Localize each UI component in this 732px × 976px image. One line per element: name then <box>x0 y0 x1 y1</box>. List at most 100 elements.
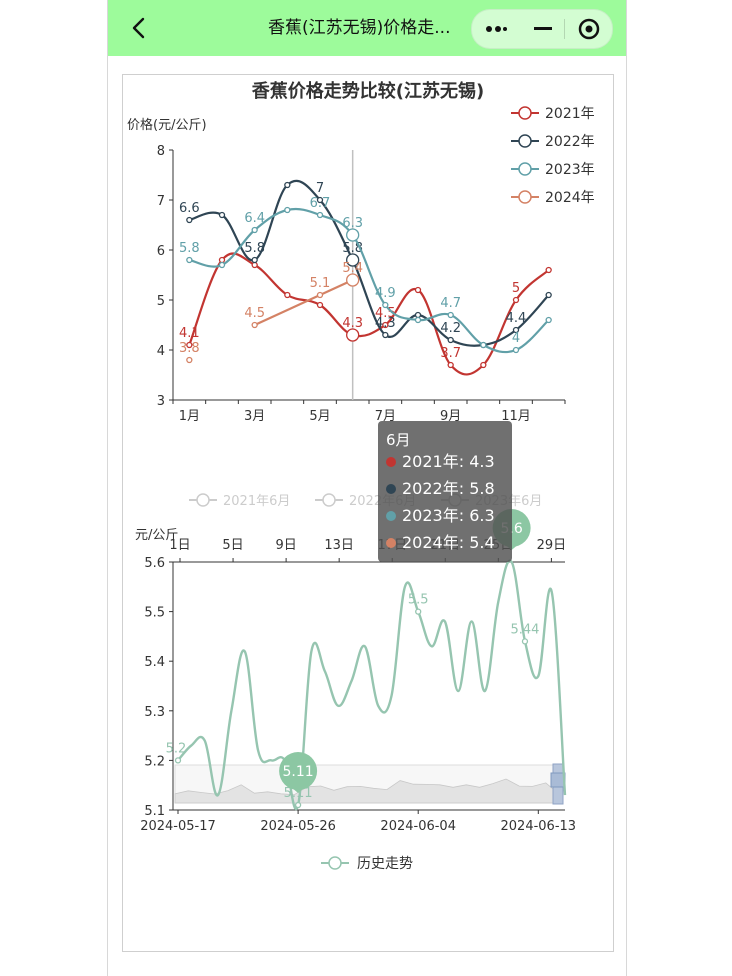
data-point <box>186 356 193 364</box>
data-point <box>251 261 258 269</box>
data-label: 4.1 <box>179 326 200 341</box>
phone-frame: 香蕉(江苏无锡)价格走... 香蕉价格走势比较(江苏无锡) 价格(元/公斤) 3 4 5… <box>107 0 627 976</box>
y2-tick-label: 5.5 <box>144 606 165 621</box>
history-line <box>177 559 567 810</box>
data-label: 6.3 <box>342 216 363 231</box>
data-point <box>218 261 226 269</box>
history-legend-label: 历史走势 <box>357 856 413 872</box>
data-point <box>447 311 454 319</box>
tooltip-dot <box>386 538 396 548</box>
x2-tick-label: 2024-05-17 <box>140 819 216 834</box>
minus-icon <box>534 27 552 30</box>
data-label: 4.4 <box>506 311 527 326</box>
tooltip-dot <box>386 457 396 467</box>
x-tick-label: 5月 <box>309 409 330 424</box>
series-line-0 <box>188 252 550 376</box>
menu-capsule <box>471 9 613 49</box>
navbar: 香蕉(江苏无锡)价格走... <box>108 0 626 56</box>
capsule-divider <box>564 19 565 39</box>
legend-label-1: 2022年 <box>545 134 595 150</box>
data-point <box>512 296 520 304</box>
chevron-left-icon[interactable] <box>126 14 154 42</box>
data-label: 6.6 <box>179 201 200 216</box>
x2-tick-label: 2024-06-13 <box>501 819 577 834</box>
data-point <box>316 211 324 219</box>
data-point <box>545 291 552 299</box>
more-button[interactable] <box>474 10 520 48</box>
data-label: 3.7 <box>440 346 461 361</box>
target-icon <box>578 18 600 40</box>
data-label: 4.2 <box>440 321 461 336</box>
data-point <box>346 328 360 342</box>
minimize-button[interactable] <box>520 10 566 48</box>
data-point <box>316 301 324 309</box>
y-tick-label: 3 <box>157 394 165 409</box>
data-point <box>447 361 454 369</box>
data-label: 3.8 <box>179 341 200 356</box>
chart-panel: 香蕉价格走势比较(江苏无锡) 价格(元/公斤) 3 4 5 6 7 8 1月 3月 5月 7月 9月 11… <box>122 74 614 952</box>
zoom-preview-area <box>174 778 560 804</box>
dim-legend-marker <box>322 493 336 507</box>
data-point <box>186 341 193 349</box>
x2-tick-label: 2024-06-04 <box>380 819 456 834</box>
chart-canvas[interactable]: 香蕉价格走势比较(江苏无锡) 价格(元/公斤) 3 4 5 6 7 8 1月 3月 5月 7月 9月 11… <box>123 75 613 951</box>
legend-marker <box>518 190 532 204</box>
data-point <box>251 321 258 329</box>
data-label: 5.8 <box>179 241 200 256</box>
data-point <box>382 331 389 339</box>
history-point-label: 5.2 <box>166 741 187 756</box>
tooltip: 6月 2021年: 4.3 2022年: 5.8 2023年: 6.3 2024年: 5… <box>378 421 512 562</box>
page-title: 香蕉(江苏无锡)价格走... <box>268 18 451 38</box>
data-point <box>414 286 422 294</box>
data-label: 5 <box>512 281 520 296</box>
series-line-1 <box>189 179 550 347</box>
legend-marker <box>518 106 532 120</box>
dim-legend-marker <box>196 493 210 507</box>
data-point <box>480 361 487 369</box>
legend-label-2: 2023年 <box>545 162 595 178</box>
tooltip-box <box>378 421 512 562</box>
data-point <box>545 266 552 274</box>
data-point <box>382 301 389 309</box>
data-point <box>251 256 258 264</box>
tooltip-row: 2022年: 5.8 <box>402 479 495 498</box>
tooltip-row: 2021年: 4.3 <box>402 452 495 471</box>
data-point <box>316 291 324 299</box>
top-axis-label: 1日 <box>169 538 190 553</box>
data-point <box>346 253 360 267</box>
data-label: 5.8 <box>244 241 265 256</box>
data-point <box>545 316 552 324</box>
data-point <box>346 228 360 242</box>
top-axis-label: 9日 <box>275 538 296 553</box>
data-point <box>512 346 520 354</box>
data-point <box>316 196 324 204</box>
history-point-label: 5.5 <box>408 593 429 608</box>
close-button[interactable] <box>566 10 612 48</box>
data-label: 6.4 <box>244 211 265 226</box>
history-point <box>294 801 302 809</box>
legend-label-3: 2024年 <box>545 190 595 206</box>
legend-marker <box>518 162 532 176</box>
x-tick-label: 3月 <box>244 409 265 424</box>
tooltip-title: 6月 <box>386 431 411 449</box>
data-label: 5.1 <box>310 276 331 291</box>
data-label: 5.4 <box>342 261 363 276</box>
x2-tick-label: 2024-05-26 <box>260 819 336 834</box>
data-label: 4.5 <box>244 306 265 321</box>
data-point <box>512 326 520 334</box>
data-label: 4.3 <box>342 316 363 331</box>
x-tick-label: 1月 <box>179 409 200 424</box>
tooltip-dot <box>386 511 396 521</box>
series-line-3 <box>254 278 354 326</box>
y2-tick-label: 5.1 <box>144 804 165 819</box>
history-point <box>174 757 182 764</box>
y-tick-label: 5 <box>157 294 165 309</box>
legend-marker <box>518 134 532 148</box>
history-point <box>521 638 529 645</box>
markpoint-min-label: 5.11 <box>283 764 314 780</box>
data-point <box>284 181 291 189</box>
history-point-label: 5.44 <box>510 622 539 637</box>
y-tick-label: 8 <box>157 144 165 159</box>
data-point <box>447 336 454 344</box>
markpoint-min-bubble <box>279 752 318 791</box>
